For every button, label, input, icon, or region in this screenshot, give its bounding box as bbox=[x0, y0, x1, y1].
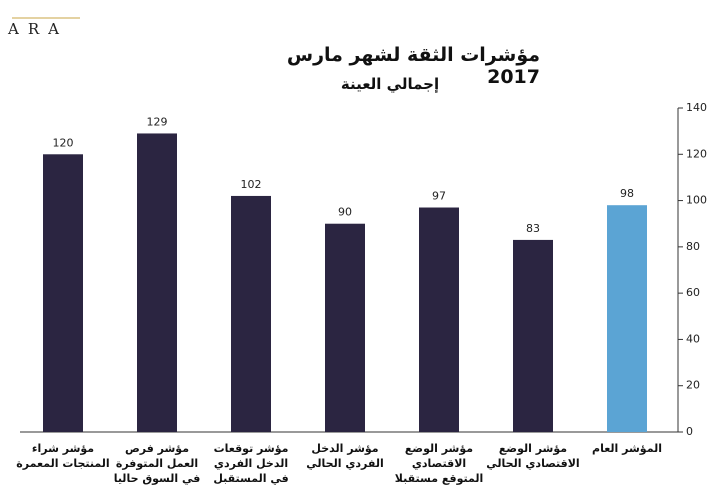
value-label: 129 bbox=[147, 115, 168, 128]
logo: ARA bbox=[7, 20, 68, 38]
value-label: 120 bbox=[53, 136, 74, 149]
bar bbox=[419, 207, 459, 432]
chart-subtitle: إجمالي العينة bbox=[340, 75, 440, 93]
x-tick-label: المؤشر العام bbox=[592, 442, 662, 455]
y-tick-label: 120 bbox=[686, 147, 707, 160]
x-tick-label: مؤشر شراء المنتجات المعمرة bbox=[16, 442, 110, 470]
bar bbox=[325, 223, 365, 432]
value-label: 98 bbox=[620, 187, 634, 200]
y-tick-label: 80 bbox=[686, 240, 700, 253]
value-label: 102 bbox=[241, 178, 262, 191]
y-tick-label: 100 bbox=[686, 194, 707, 207]
y-tick-label: 40 bbox=[686, 332, 700, 345]
y-tick-label: 60 bbox=[686, 286, 700, 299]
bar bbox=[607, 205, 647, 432]
bar bbox=[513, 239, 553, 432]
y-tick-label: 0 bbox=[686, 425, 693, 438]
bar bbox=[43, 154, 83, 433]
x-tick-label: مؤشر الوضع الاقتصادي الحالي bbox=[486, 442, 580, 470]
x-tick-label: مؤشر فرص العمل المتوفرة في السوق حاليا bbox=[113, 442, 201, 485]
bar bbox=[137, 133, 177, 432]
x-tick-label: مؤشر الدخل الفردي الحالي bbox=[306, 442, 384, 470]
value-label: 83 bbox=[526, 222, 540, 235]
value-label: 97 bbox=[432, 190, 446, 203]
bar bbox=[231, 195, 271, 432]
y-tick-label: 20 bbox=[686, 379, 700, 392]
value-label: 90 bbox=[338, 206, 352, 219]
chart-title: مؤشرات الثقة لشهر مارس 2017 bbox=[286, 44, 540, 88]
x-tick-label: مؤشر توقعات الدخل الفردي في المستقبل bbox=[213, 442, 289, 485]
y-tick-label: 140 bbox=[686, 101, 707, 114]
x-tick-label: مؤشر الوضع الاقتصادي المتوقع مستقبلا bbox=[394, 442, 484, 485]
